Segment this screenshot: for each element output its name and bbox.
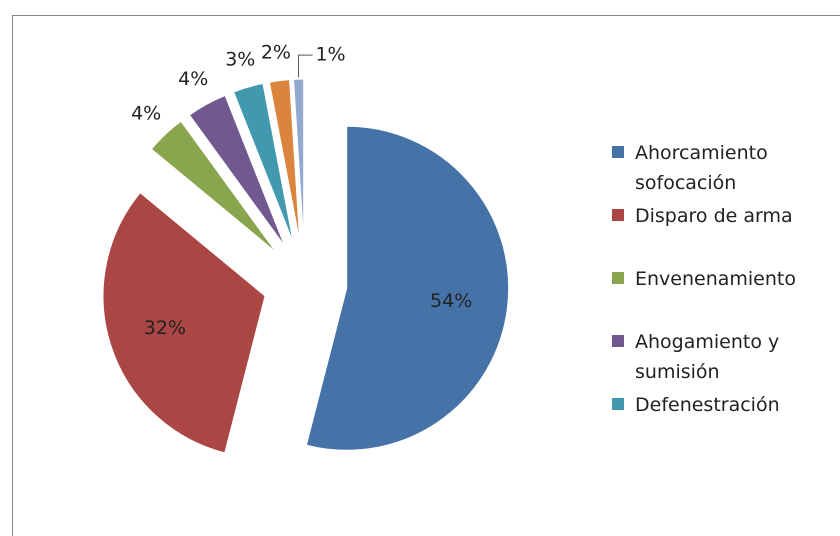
- pie-slice: [305, 125, 510, 451]
- legend-swatch: [612, 146, 624, 158]
- pie-slice: [150, 120, 277, 253]
- pie-slice: [268, 79, 301, 242]
- legend-label: Disparo de arma: [635, 205, 793, 227]
- legend-label: Ahorcamiento sofocación: [635, 142, 768, 194]
- leader-line: [298, 54, 313, 78]
- legend-label: Ahogamiento y sumisión: [635, 331, 780, 383]
- legend-label: Envenenamiento: [635, 268, 796, 290]
- pie-slice: [102, 192, 266, 454]
- data-label: 32%: [144, 317, 186, 339]
- data-label: 4%: [178, 68, 208, 90]
- data-label: 54%: [430, 290, 472, 312]
- data-label: 3%: [225, 49, 255, 71]
- pie-slice: [188, 94, 286, 247]
- data-label: 2%: [261, 41, 291, 63]
- pie-slice: [232, 82, 294, 243]
- legend-swatch: [612, 209, 624, 221]
- legend-label: Defenestración: [635, 394, 780, 416]
- legend-swatch: [612, 272, 624, 284]
- data-label: 1%: [315, 44, 345, 66]
- pie-slice: [292, 78, 305, 242]
- legend-swatch: [612, 398, 624, 410]
- data-label: 4%: [131, 102, 161, 124]
- legend-swatch: [612, 335, 624, 347]
